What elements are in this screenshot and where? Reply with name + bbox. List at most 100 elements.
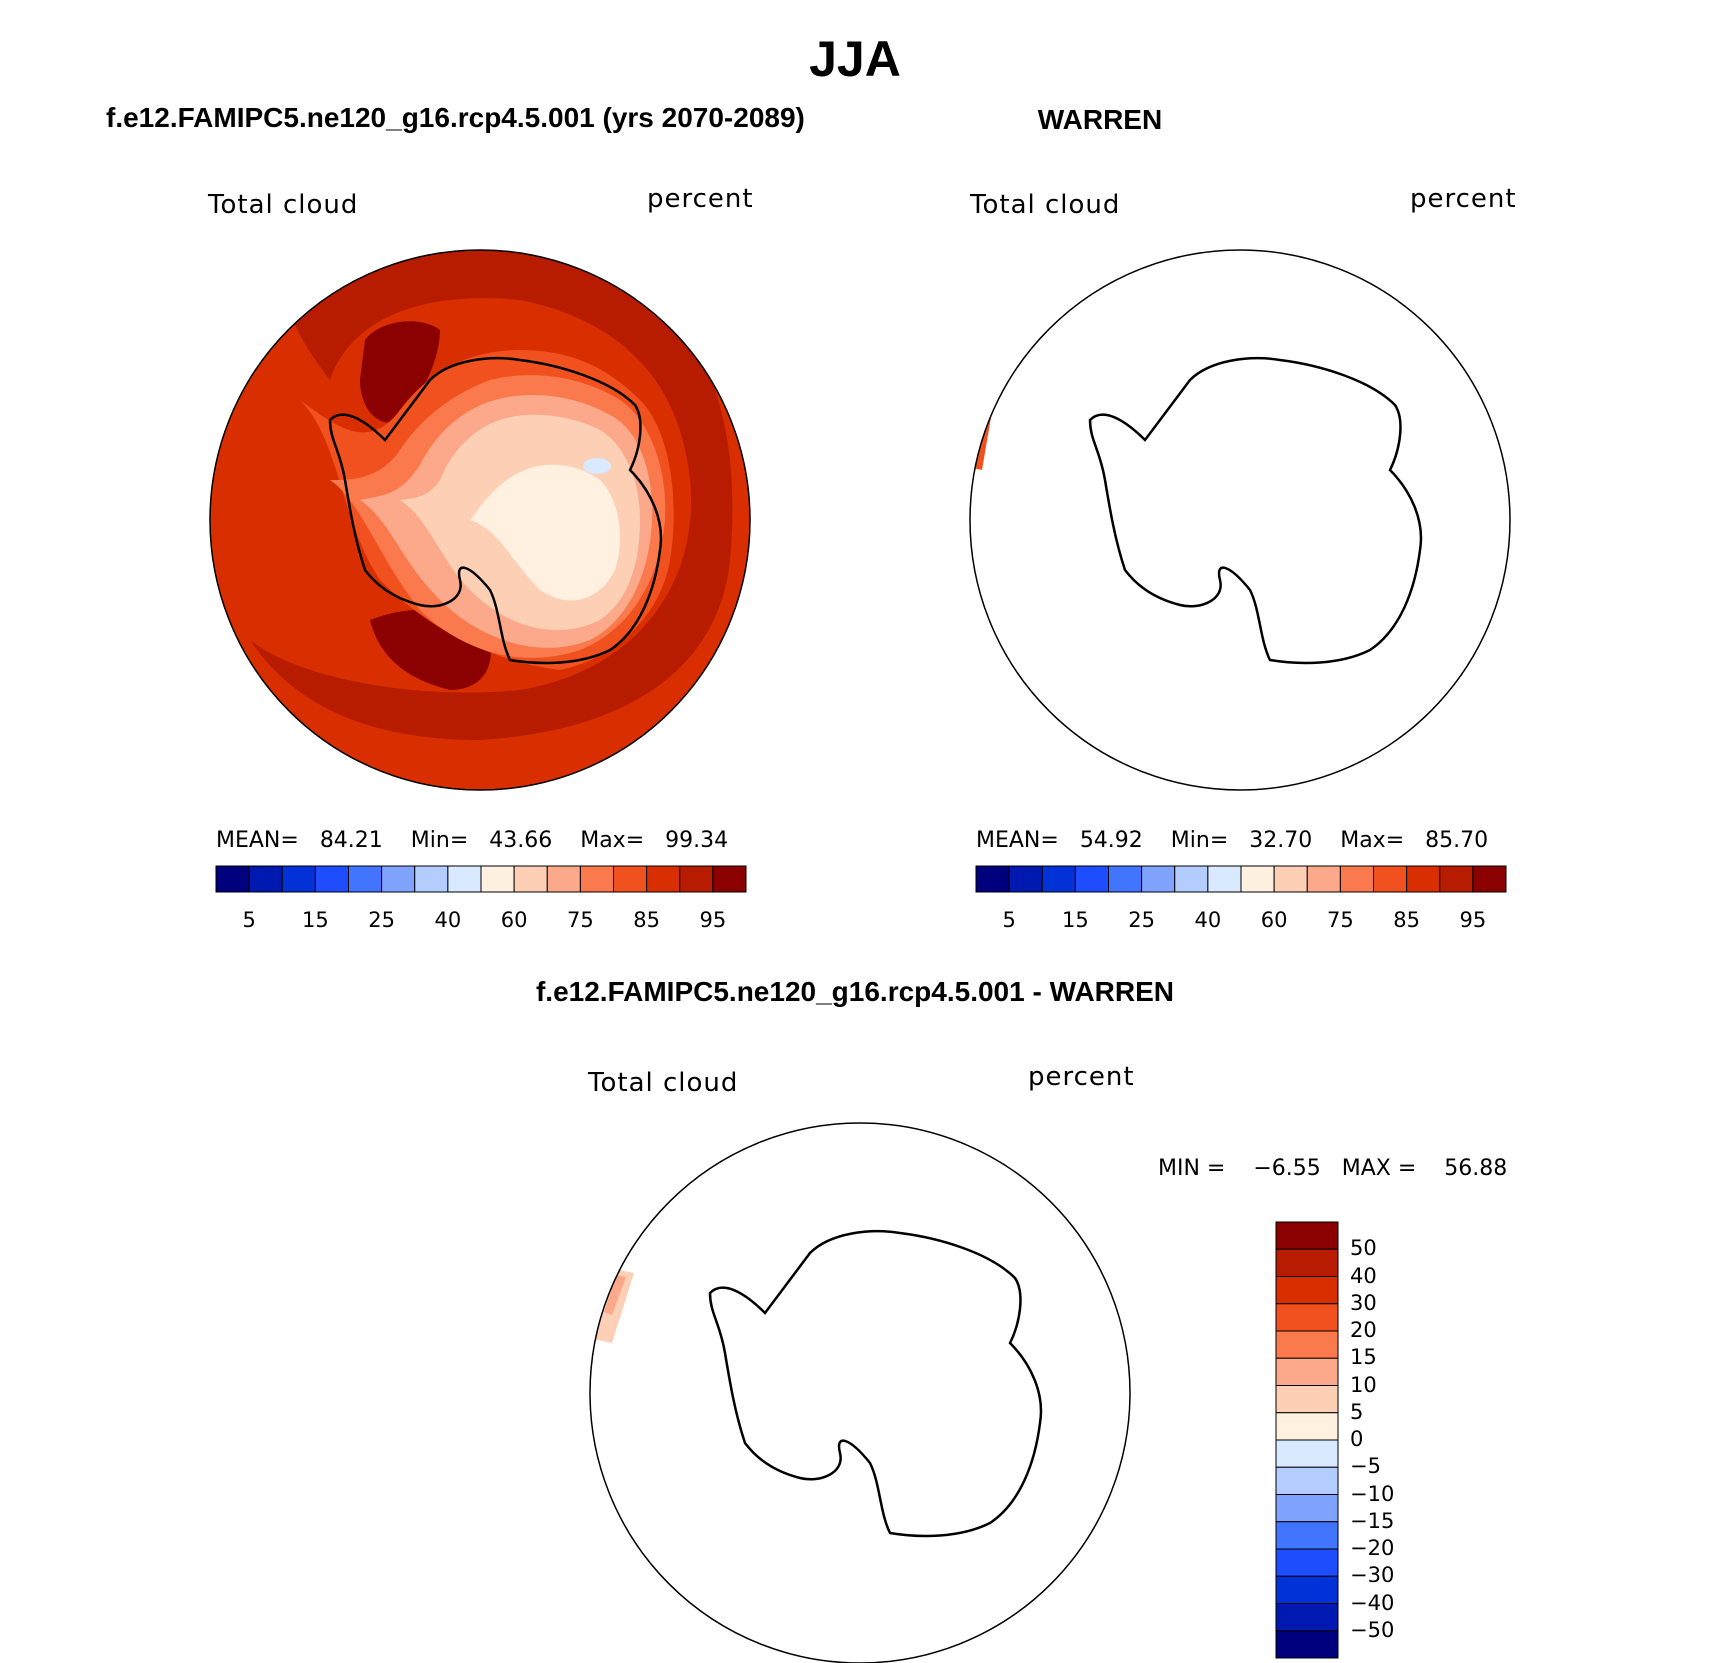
colorbar-swatch: [1472, 865, 1507, 893]
colorbar-swatch: [646, 865, 681, 893]
colorbar-swatch: [1275, 1221, 1339, 1250]
cloud-min-east: [470, 464, 620, 601]
min-value: −6.55: [1253, 1156, 1321, 1181]
diff-positive-patch-inner: [604, 1275, 626, 1315]
colorbar-tick-label: −30: [1350, 1563, 1395, 1588]
colorbar-swatch: [1008, 865, 1043, 893]
colorbar-swatch: [513, 865, 548, 893]
colorbar-tick-label: 40: [1350, 1263, 1377, 1288]
colorbar-swatch: [314, 865, 349, 893]
colorbar-swatch: [1373, 865, 1408, 893]
colorbar-swatch: [1207, 865, 1242, 893]
colorbar-swatch: [1275, 1412, 1339, 1441]
antarctica-coastline: [708, 1229, 1043, 1538]
colorbar-swatch: [1275, 1494, 1339, 1523]
colorbar-swatch: [215, 865, 250, 893]
colorbar-tick-label: 10: [1350, 1372, 1377, 1397]
cloud-max-weddell: [360, 321, 440, 423]
right-variable-label: Total cloud: [970, 190, 1121, 220]
colorbar-swatch: [1240, 865, 1275, 893]
left-stats: MEAN= 84.21 Min= 43.66 Max= 99.34: [216, 828, 728, 853]
max-label: Max=: [580, 828, 645, 853]
colorbar-swatch: [1108, 865, 1143, 893]
diff-units-label: percent: [1028, 1062, 1135, 1092]
colorbar-swatch: [1275, 1276, 1339, 1305]
colorbar-swatch: [613, 865, 648, 893]
diff-colorbar: [1275, 1221, 1339, 1659]
colorbar-tick-label: −50: [1350, 1617, 1395, 1642]
colorbar-tick-label: 20: [1350, 1318, 1377, 1342]
colorbar-swatch: [1275, 1357, 1339, 1386]
colorbar-swatch: [1275, 1303, 1339, 1332]
min-label: Min=: [410, 828, 469, 853]
antarctica-coastline: [1088, 356, 1423, 665]
colorbar-swatch: [712, 865, 747, 893]
min-label: MIN =: [1158, 1156, 1226, 1181]
left-units-label: percent: [647, 184, 754, 214]
colorbar-tick-label: 60: [1260, 908, 1288, 932]
colorbar-swatch: [579, 865, 614, 893]
colorbar-tick-label: 85: [1393, 908, 1420, 932]
mean-value: 84.21: [319, 828, 383, 853]
colorbar-tick-label: 75: [567, 908, 594, 932]
map-boundary: [589, 1122, 1131, 1663]
diff-variable-label: Total cloud: [588, 1068, 739, 1098]
colorbar-tick-label: 15: [302, 908, 329, 932]
right-stats: MEAN= 54.92 Min= 32.70 Max= 85.70: [976, 828, 1488, 853]
colorbar-swatch: [1275, 1248, 1339, 1277]
colorbar-tick-label: 75: [1327, 908, 1354, 932]
colorbar-tick-label: 95: [1459, 908, 1487, 932]
colorbar-tick-label: 30: [1350, 1290, 1377, 1315]
left-panel-title: f.e12.FAMIPC5.ne120_g16.rcp4.5.001 (yrs …: [106, 102, 805, 133]
colorbar-tick-label: 40: [1194, 908, 1222, 932]
colorbar-tick-label: 25: [368, 908, 395, 932]
right-units-label: percent: [1410, 184, 1517, 214]
colorbar-tick-label: 5: [1002, 908, 1016, 932]
diff-stats: MIN = −6.55 MAX = 56.88: [1158, 1156, 1507, 1181]
colorbar-swatch: [348, 865, 383, 893]
colorbar-tick-label: −20: [1350, 1536, 1395, 1560]
colorbar-tick-label: −5: [1350, 1454, 1381, 1479]
cloud-min-spot: [583, 458, 611, 474]
colorbar-tick-label: 85: [633, 908, 660, 932]
colorbar-swatch: [1041, 865, 1076, 893]
colorbar-swatch: [1406, 865, 1441, 893]
min-value: 43.66: [489, 828, 553, 853]
colorbar-tick-label: −15: [1350, 1508, 1395, 1533]
figure-title: JJA: [809, 31, 901, 87]
colorbar-tick-label: 95: [699, 908, 727, 932]
colorbar-swatch: [1275, 1603, 1339, 1632]
colorbar-tick-label: 25: [1128, 908, 1155, 932]
colorbar-swatch: [1275, 1630, 1339, 1659]
min-value: 32.70: [1249, 828, 1313, 853]
colorbar-swatch: [1074, 865, 1109, 893]
colorbar-swatch: [1275, 1330, 1339, 1359]
colorbar-swatch: [1174, 865, 1209, 893]
colorbar-swatch: [1275, 1466, 1339, 1495]
left-colorbar: [215, 865, 747, 893]
antarctica-coastline: [328, 356, 663, 665]
colorbar-swatch: [546, 865, 581, 893]
colorbar-tick-label: −40: [1350, 1590, 1395, 1615]
colorbar-swatch: [1306, 865, 1341, 893]
colorbar-swatch: [447, 865, 482, 893]
min-label: Min=: [1170, 828, 1229, 853]
map-boundary: [209, 249, 751, 791]
left-variable-label: Total cloud: [208, 190, 359, 220]
max-label: MAX =: [1341, 1156, 1417, 1181]
colorbar-swatch: [1275, 1521, 1339, 1550]
colorbar-tick-label: 15: [1350, 1345, 1377, 1370]
max-value: 85.70: [1425, 828, 1489, 853]
colorbar-swatch: [1273, 865, 1308, 893]
colorbar-swatch: [679, 865, 714, 893]
colorbar-swatch: [248, 865, 283, 893]
max-label: Max=: [1340, 828, 1405, 853]
colorbar-swatch: [1439, 865, 1474, 893]
right-colorbar: [975, 865, 1507, 893]
right-panel-title: WARREN: [1037, 104, 1163, 135]
colorbar-swatch: [1275, 1385, 1339, 1414]
colorbar-tick-label: 50: [1350, 1236, 1377, 1261]
